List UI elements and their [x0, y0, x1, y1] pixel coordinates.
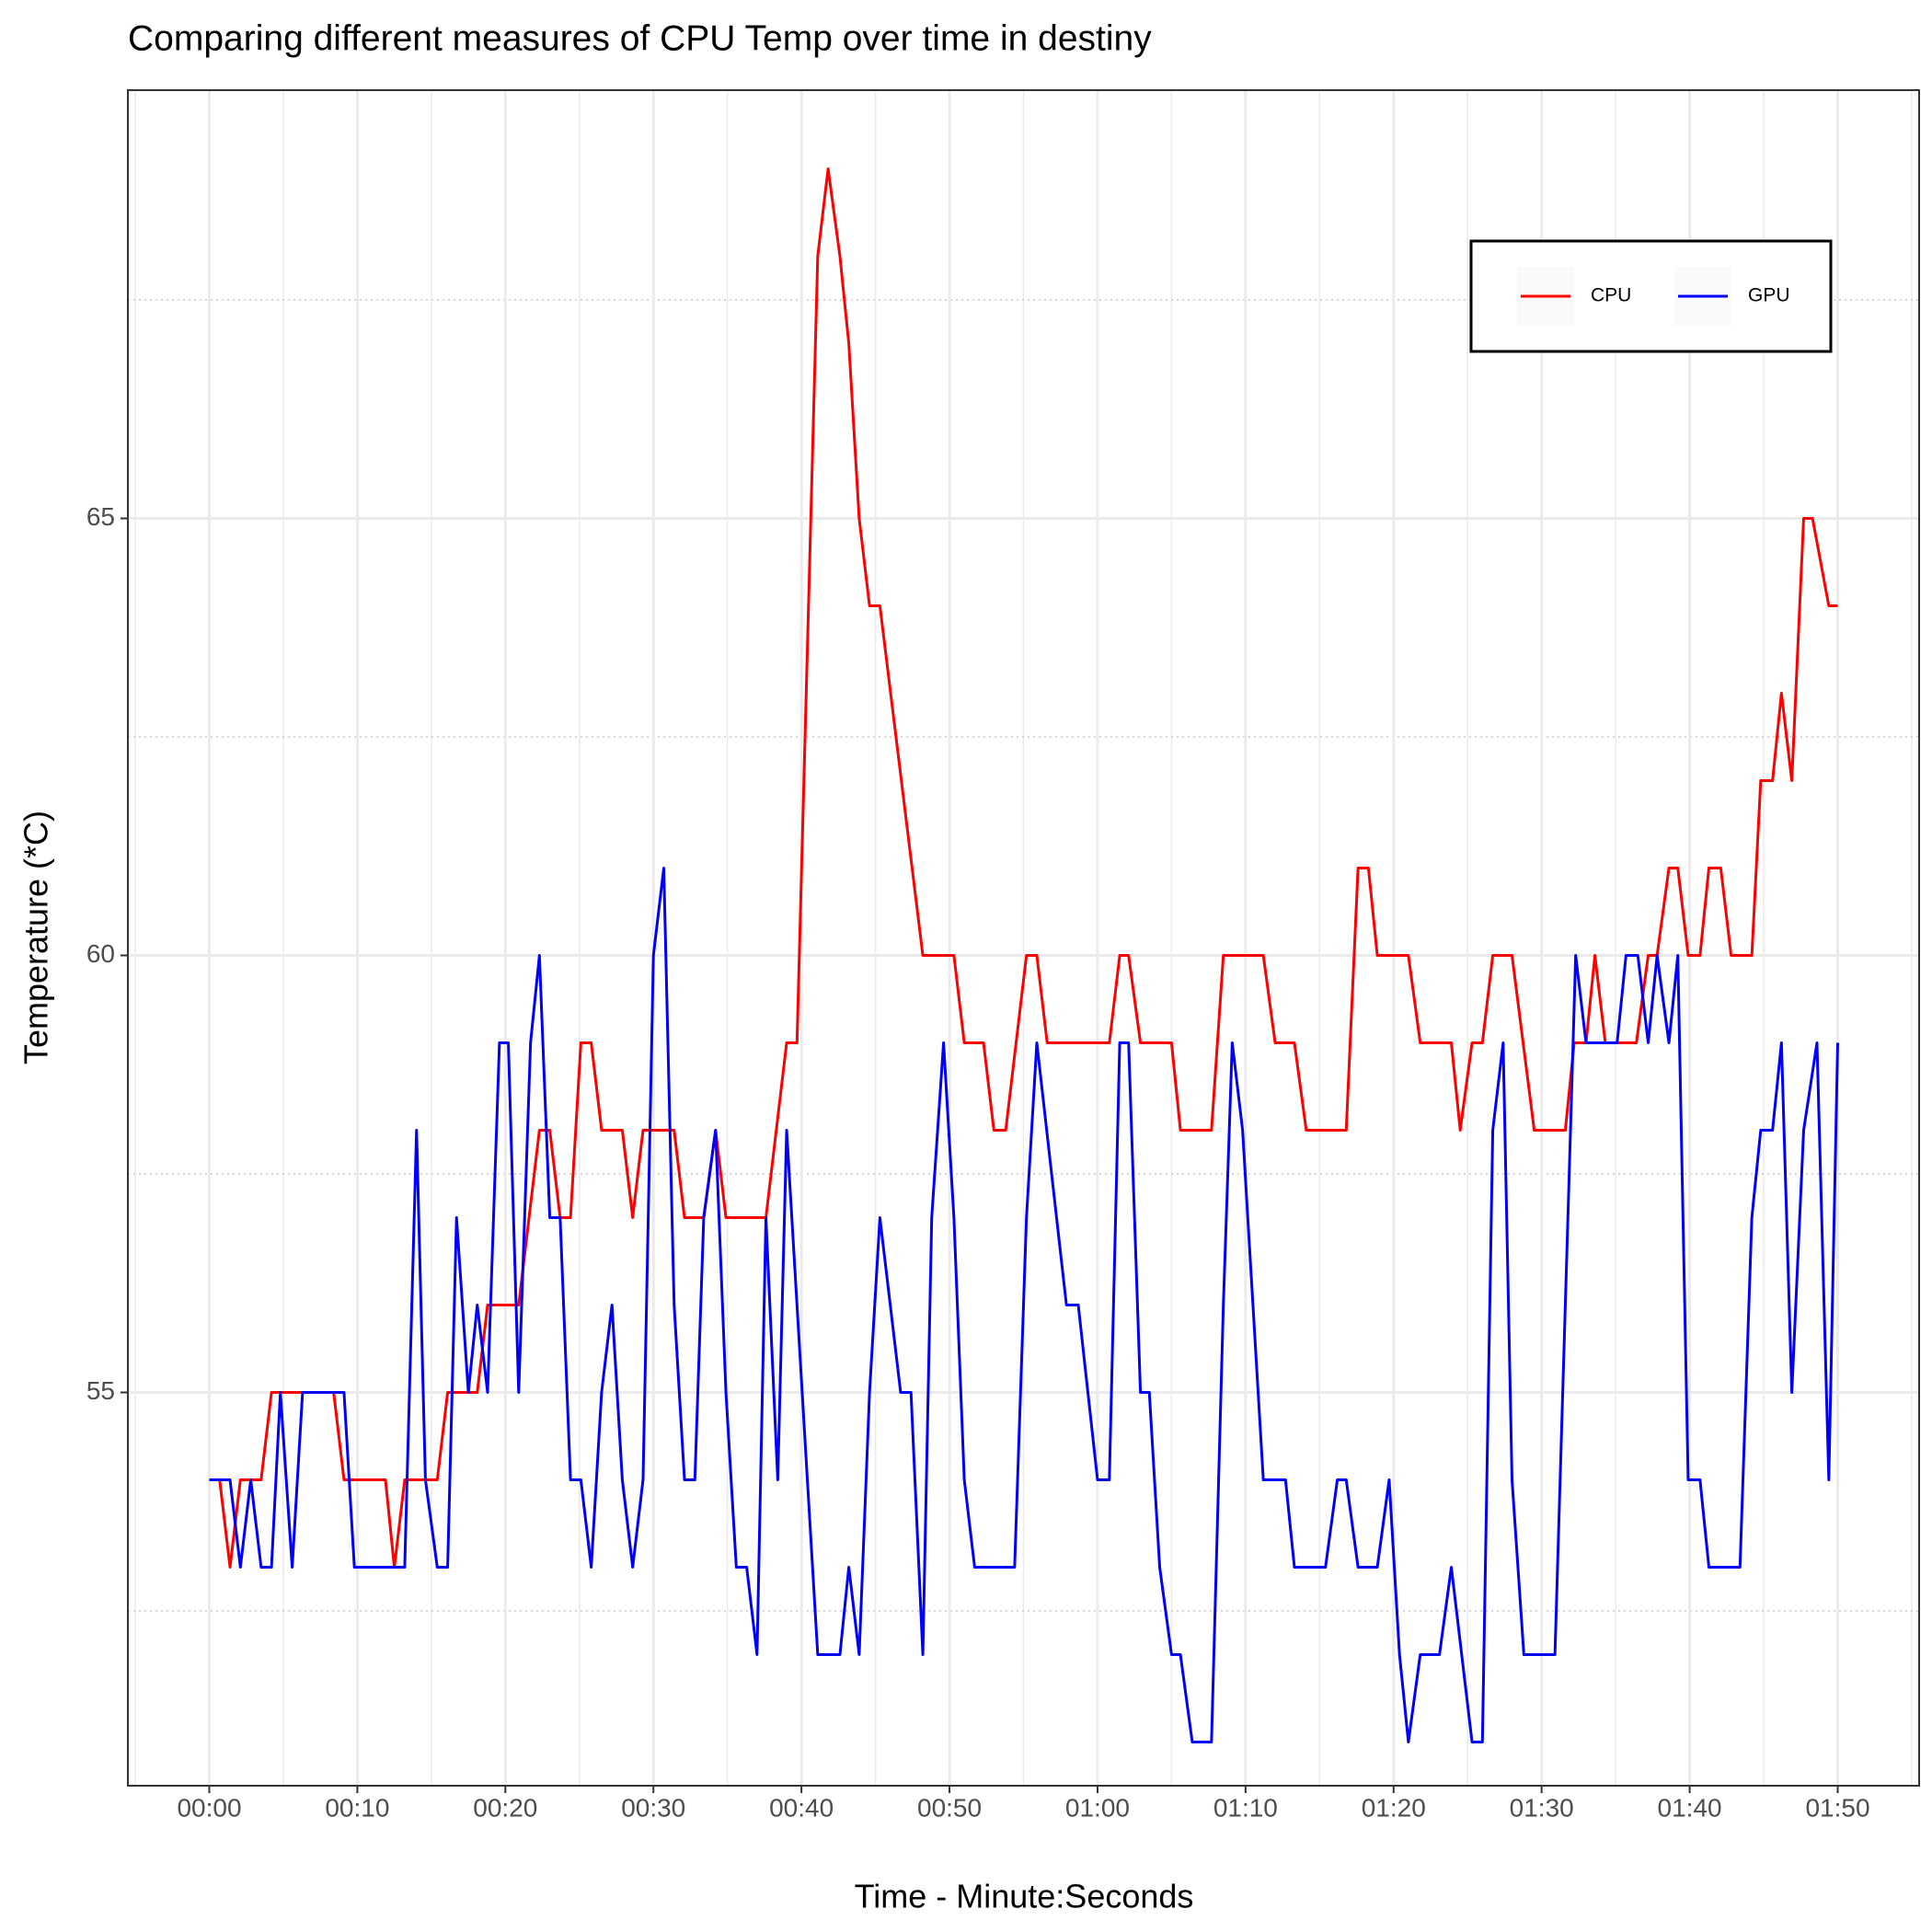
x-tick-label: 00:50: [917, 1793, 982, 1822]
chart-title: Comparing different measures of CPU Temp…: [128, 18, 1152, 58]
panel-border: [127, 89, 1920, 1787]
y-axis-label: Temperature (*C): [17, 811, 55, 1064]
y-tick-label: 60: [86, 939, 115, 968]
x-tick-label: 01:10: [1213, 1793, 1278, 1822]
x-tick-label: 00:00: [177, 1793, 241, 1822]
legend-label: GPU: [1748, 285, 1790, 306]
x-tick-label: 00:10: [325, 1793, 389, 1822]
x-tick-label: 00:40: [769, 1793, 834, 1822]
y-tick-label: 65: [86, 502, 115, 531]
y-tick-label: 55: [86, 1376, 115, 1405]
series-line: [209, 867, 1839, 1743]
series-line: [209, 167, 1838, 1569]
x-axis-label: Time - Minute:Seconds: [855, 1878, 1194, 1915]
x-tick-label: 01:30: [1510, 1793, 1574, 1822]
x-tick-label: 01:50: [1805, 1793, 1869, 1822]
x-tick-label: 01:00: [1065, 1793, 1130, 1822]
x-tick-label: 00:20: [473, 1793, 537, 1822]
x-tick-label: 01:20: [1362, 1793, 1426, 1822]
legend-label: CPU: [1591, 285, 1631, 306]
x-tick-label: 01:40: [1658, 1793, 1722, 1822]
x-tick-label: 00:30: [621, 1793, 685, 1822]
